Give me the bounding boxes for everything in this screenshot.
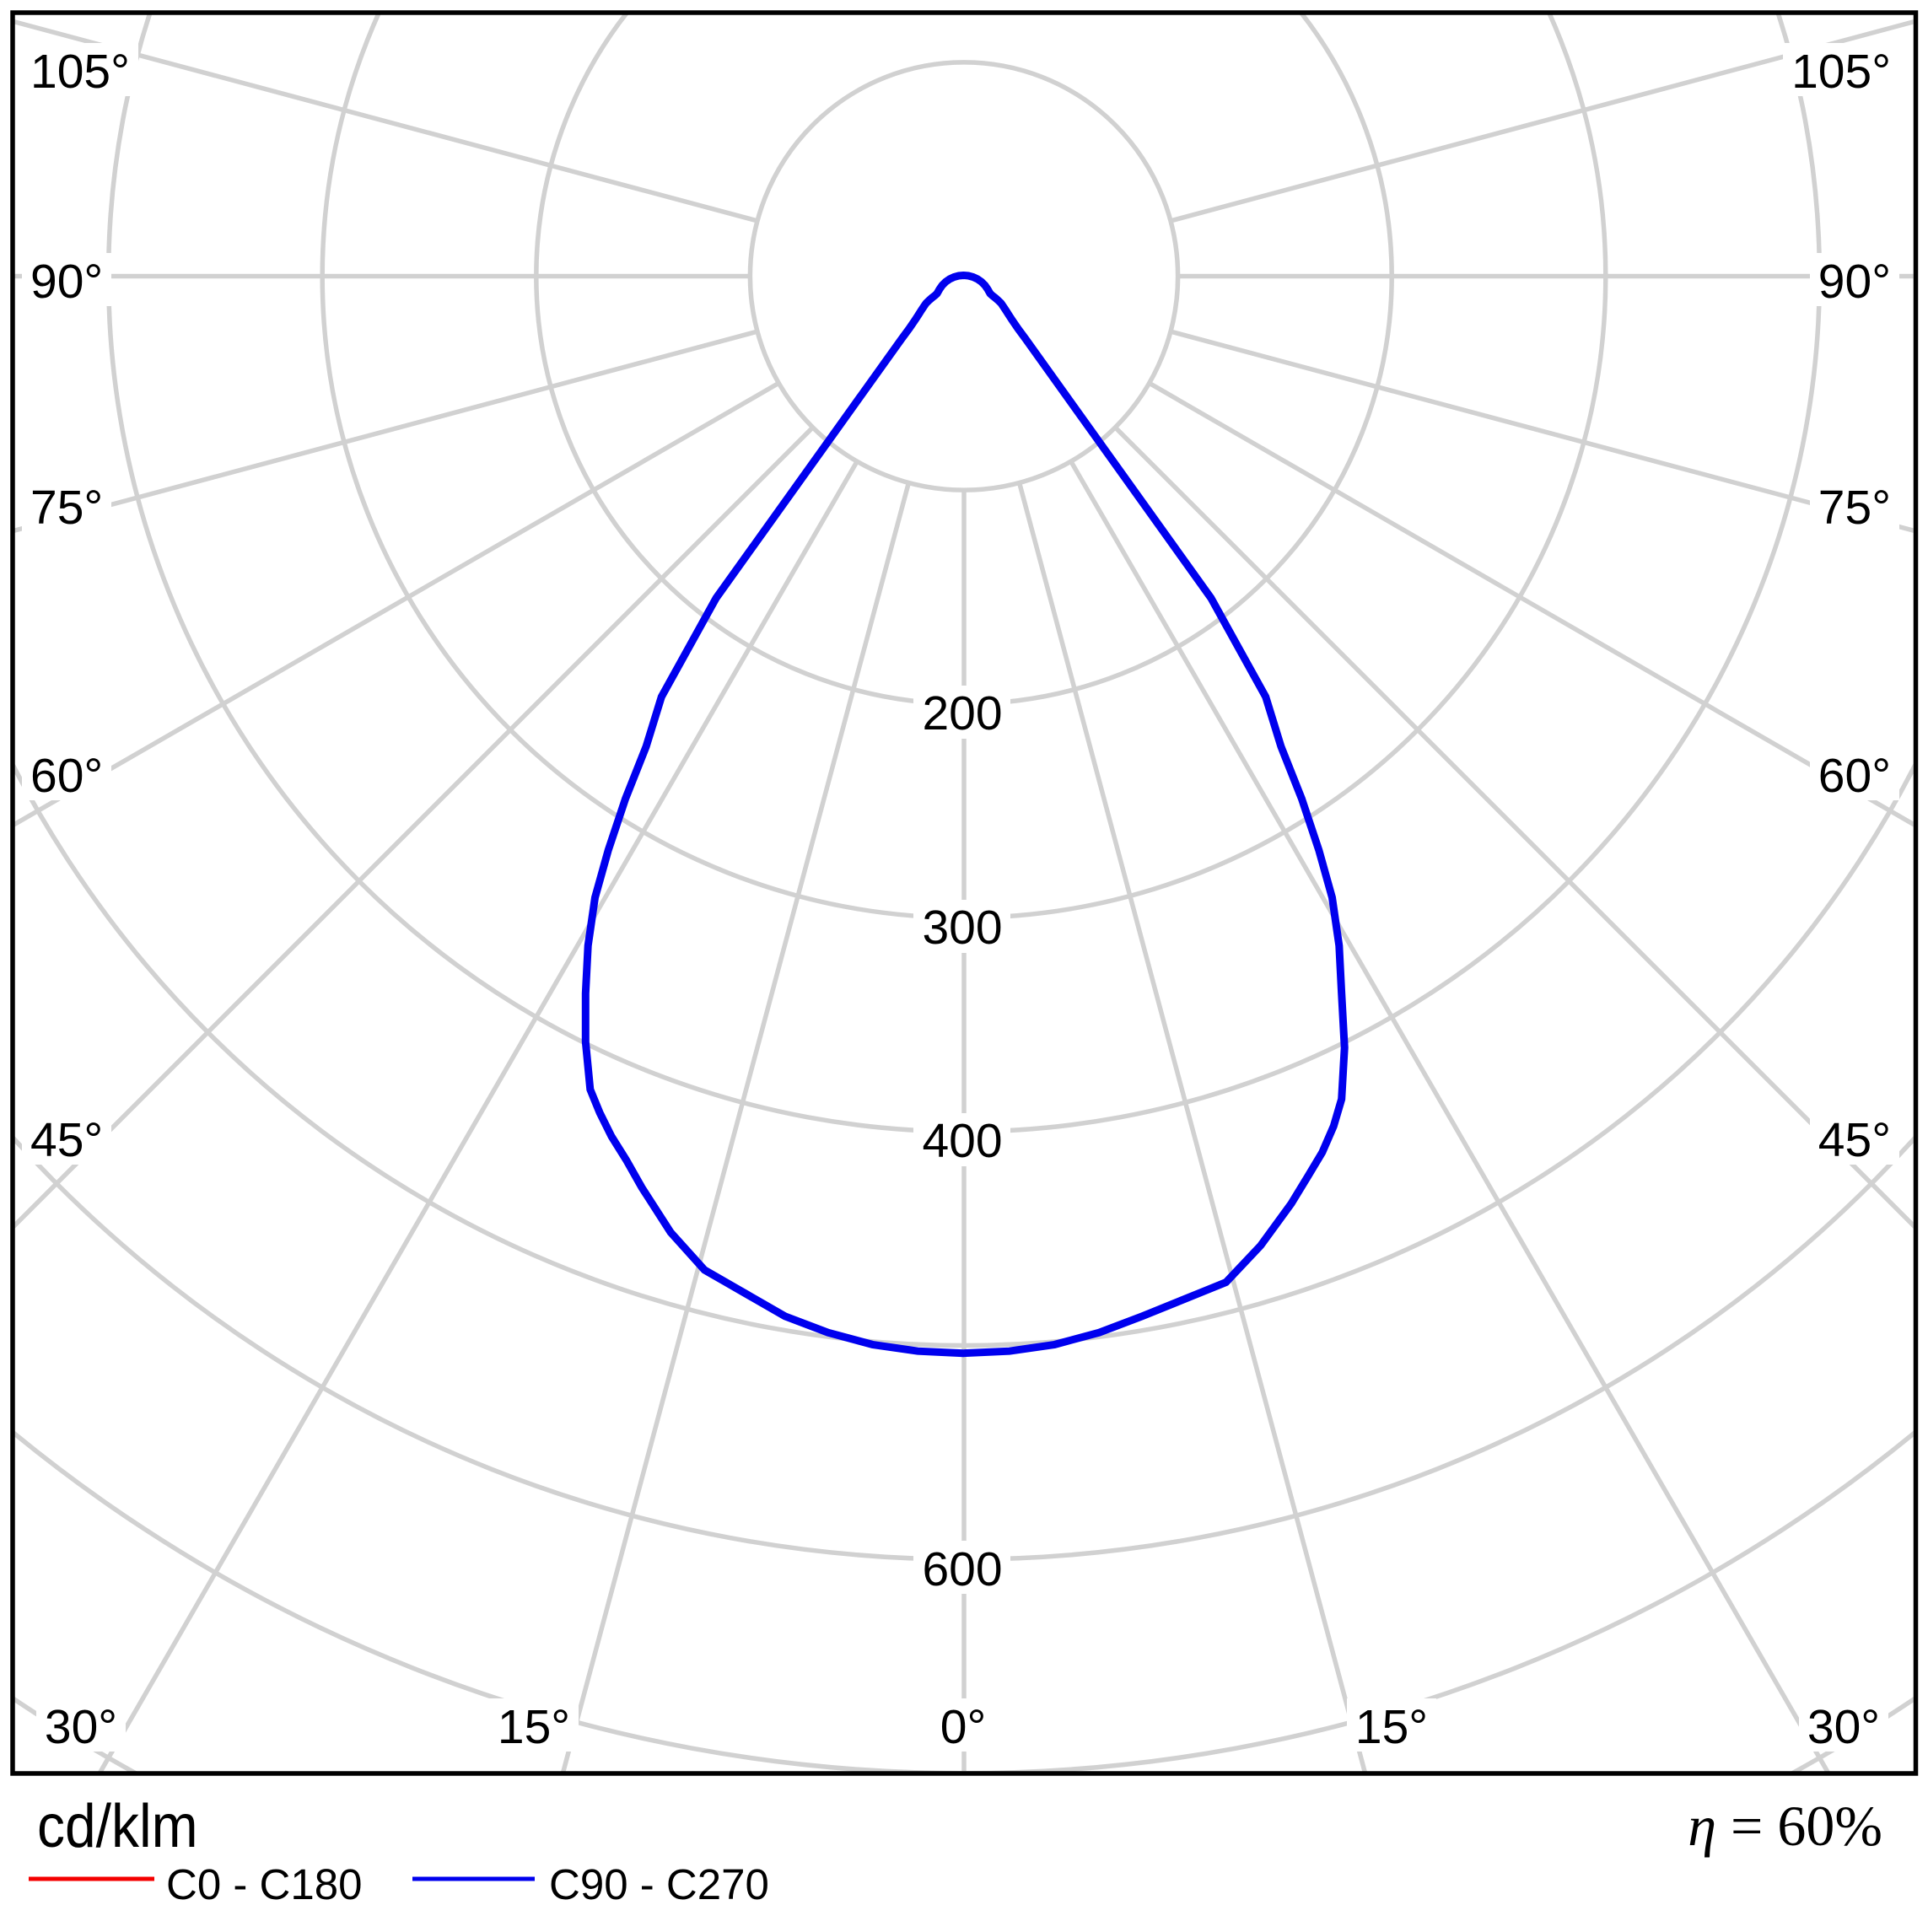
svg-text:90°: 90° (30, 255, 103, 309)
svg-text:400: 400 (922, 1114, 1002, 1168)
svg-text:600: 600 (922, 1542, 1002, 1596)
svg-text:45°: 45° (30, 1113, 103, 1167)
svg-text:cd/klm: cd/klm (37, 1791, 198, 1860)
svg-text:30°: 30° (1807, 1700, 1880, 1754)
svg-text:C90 - C270: C90 - C270 (549, 1860, 769, 1908)
svg-text:15°: 15° (498, 1700, 570, 1754)
svg-text:0°: 0° (940, 1700, 987, 1754)
svg-text:45°: 45° (1818, 1113, 1891, 1167)
svg-text:30°: 30° (45, 1700, 117, 1754)
svg-text:75°: 75° (1818, 481, 1891, 535)
svg-text:105°: 105° (30, 45, 130, 99)
svg-text:60°: 60° (1818, 749, 1891, 803)
svg-text:C0 - C180: C0 - C180 (166, 1860, 362, 1908)
svg-text:15°: 15° (1355, 1700, 1428, 1754)
svg-text:90°: 90° (1818, 255, 1891, 309)
svg-text:300: 300 (922, 901, 1002, 955)
svg-text:105°: 105° (1791, 45, 1891, 99)
svg-text:60°: 60° (30, 749, 103, 803)
svg-text:200: 200 (922, 686, 1002, 740)
svg-text:η = 60%: η = 60% (1688, 1794, 1882, 1858)
svg-text:75°: 75° (30, 481, 103, 535)
